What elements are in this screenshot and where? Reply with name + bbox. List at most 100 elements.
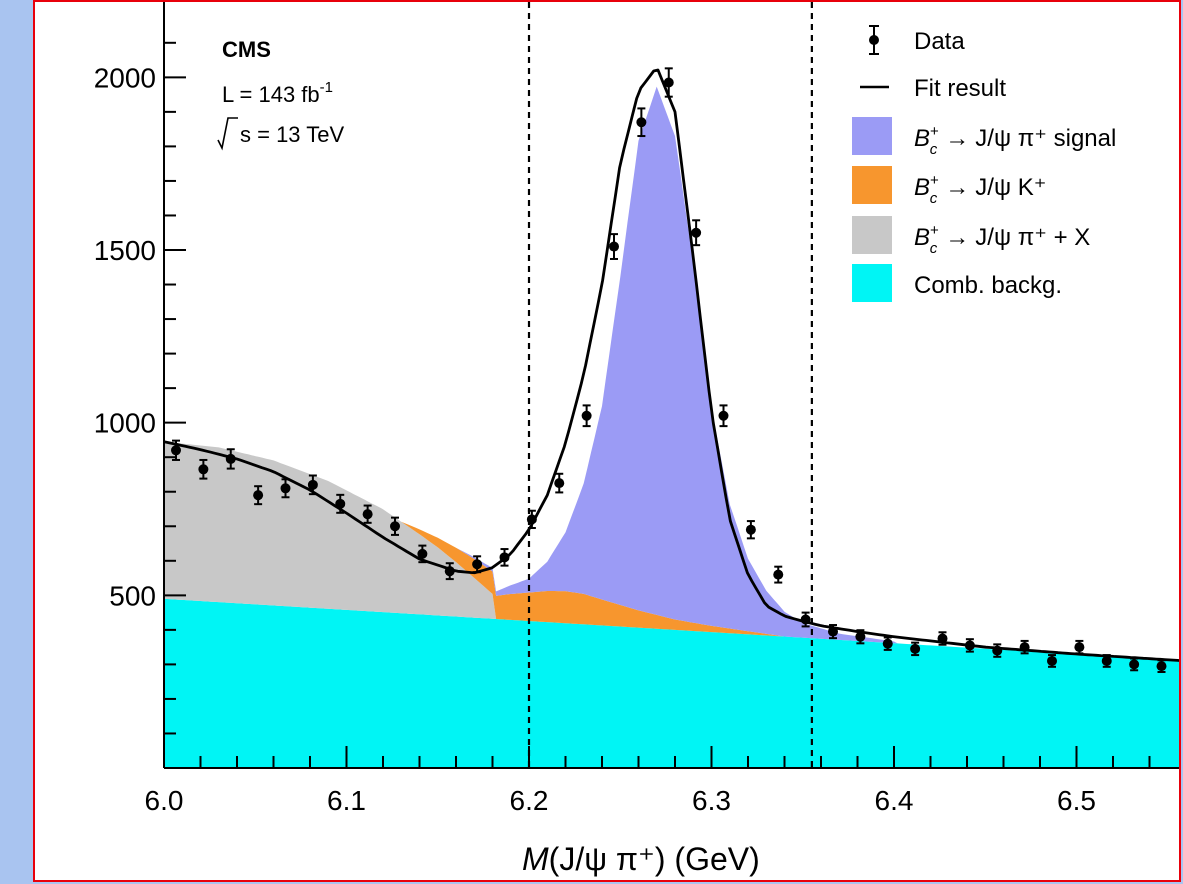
data-point <box>855 629 866 645</box>
data-point <box>390 516 400 536</box>
fit-line <box>164 68 1179 662</box>
data-point <box>663 67 674 98</box>
data-marker <box>472 559 483 570</box>
data-point <box>253 485 264 506</box>
data-point <box>964 638 975 653</box>
data-marker <box>280 483 291 494</box>
data-marker <box>663 77 674 88</box>
x-tick-label: 6.3 <box>692 785 731 816</box>
data-marker <box>554 478 565 489</box>
legend-label-comb: Comb. backg. <box>914 272 1062 299</box>
y-tick-label: 1500 <box>94 235 156 266</box>
data-marker <box>390 521 400 532</box>
data-marker <box>636 117 647 128</box>
legend-label-pix: B+ c → J/ψ π⁺ + X <box>914 222 1090 257</box>
data-point <box>1019 639 1030 655</box>
legend-swatch-jpsik <box>852 166 892 204</box>
data-point <box>581 404 592 428</box>
data-marker <box>335 498 346 509</box>
data-marker <box>307 479 318 490</box>
data-marker <box>992 645 1003 656</box>
data-point <box>910 641 921 657</box>
data-point <box>745 520 756 540</box>
x-tick-label: 6.4 <box>875 785 914 816</box>
data-point <box>773 565 784 584</box>
axes: 500 1000 1500 2000 6.0 6.1 6.2 6.3 6.4 6.5 <box>94 2 1179 816</box>
data-marker <box>499 552 510 563</box>
data-point <box>307 474 318 496</box>
data-point <box>472 555 483 574</box>
data-marker <box>718 410 729 421</box>
legend-entry-signal: B+ c → J/ψ π⁺ signal <box>852 117 1116 158</box>
data-point <box>499 548 510 567</box>
data-marker <box>225 453 236 464</box>
data-marker <box>937 633 948 644</box>
legend-label-fit: Fit result <box>914 75 1006 102</box>
data-marker <box>910 643 921 654</box>
data-point <box>718 404 729 428</box>
chart-frame: 500 1000 1500 2000 6.0 6.1 6.2 6.3 6.4 6.5 CMS L … <box>33 0 1181 882</box>
data-point <box>1047 654 1057 668</box>
data-marker <box>828 626 838 637</box>
x-tick-label: 6.1 <box>327 785 366 816</box>
data-point <box>526 509 537 529</box>
data-marker <box>800 614 811 625</box>
legend-entry-pix: B+ c → J/ψ π⁺ + X <box>852 216 1090 257</box>
data-point <box>636 107 647 138</box>
data-point <box>882 636 893 651</box>
data-marker <box>1156 661 1167 672</box>
sqrt-symbol <box>217 117 238 151</box>
mass-fit-chart: 500 1000 1500 2000 6.0 6.1 6.2 6.3 6.4 6.5 CMS L … <box>94 2 1179 877</box>
data-point <box>280 478 291 499</box>
data-point <box>444 562 455 581</box>
data-point <box>992 643 1003 658</box>
data-marker <box>253 490 264 501</box>
fit-curve <box>164 68 1179 662</box>
data-marker <box>1074 642 1085 653</box>
data-marker <box>1101 655 1112 666</box>
legend: Data Fit result B+ c → J/ψ π⁺ signal B+ c → J/… <box>852 25 1116 302</box>
data-marker <box>417 548 428 559</box>
data-point <box>609 233 619 260</box>
data-marker <box>882 638 893 649</box>
data-point <box>828 624 838 640</box>
data-point <box>198 458 209 480</box>
y-tick-label: 500 <box>109 580 156 611</box>
data-point <box>1074 639 1085 655</box>
luminosity-label: L = 143 fb-1 <box>222 79 333 107</box>
legend-label-jpsik: B+ c → J/ψ K⁺ <box>914 172 1046 207</box>
y-tick-label: 1000 <box>94 408 156 439</box>
data-marker <box>609 241 619 252</box>
data-point <box>800 611 811 628</box>
data-point <box>362 504 373 524</box>
legend-swatch-comb <box>852 264 892 302</box>
data-point <box>225 448 236 470</box>
experiment-name: CMS <box>222 37 271 62</box>
data-marker <box>362 509 373 520</box>
y-tick-label: 2000 <box>94 62 156 93</box>
data-point <box>335 493 346 514</box>
data-point <box>417 544 428 564</box>
data-points <box>171 67 1167 673</box>
x-tick-label: 6.0 <box>145 785 184 816</box>
data-marker <box>1019 642 1030 653</box>
data-point <box>1101 654 1112 668</box>
data-point <box>691 219 702 247</box>
x-tick-label: 6.5 <box>1057 785 1096 816</box>
data-point <box>937 631 948 646</box>
data-point <box>554 472 565 494</box>
x-axis-title: M(J/ψ π⁺) (GeV) <box>522 841 760 877</box>
data-marker <box>691 227 702 238</box>
x-tick-label: 6.2 <box>510 785 549 816</box>
legend-entry-comb: Comb. backg. <box>852 264 1062 302</box>
data-marker <box>171 445 181 456</box>
data-point <box>1156 659 1167 673</box>
data-marker <box>581 410 592 421</box>
data-marker <box>198 464 209 475</box>
data-marker <box>745 524 756 535</box>
data-marker <box>444 566 455 577</box>
window-lines <box>527 2 813 768</box>
energy-label: s = 13 TeV <box>240 122 344 147</box>
area-b-c-j-x <box>164 441 1179 661</box>
legend-swatch-pix <box>852 216 892 254</box>
